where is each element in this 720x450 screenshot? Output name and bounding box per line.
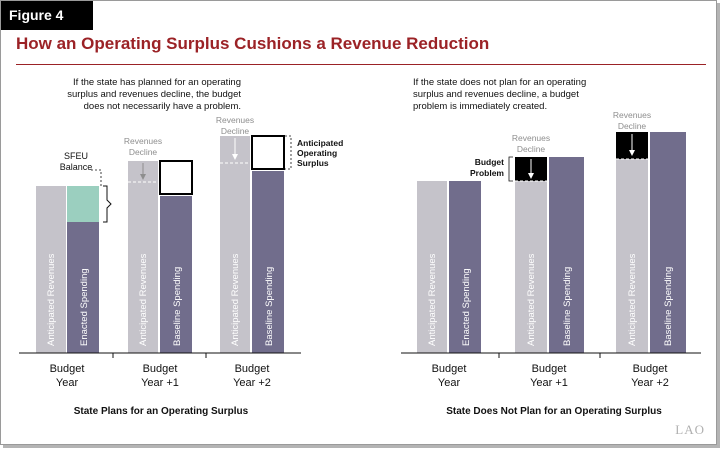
revenues-decline-label: Revenues: [124, 136, 162, 146]
bar-baseline-spending: [549, 157, 584, 353]
right-note-line: surplus and revenues decline, a budget: [413, 89, 579, 100]
group-label: Budget: [143, 363, 178, 375]
bar-baseline-spending: [650, 132, 686, 353]
budget-problem-label: Budget: [475, 157, 504, 167]
bar-sfeu-balance: [67, 186, 99, 222]
revenues-decline-label: Decline: [221, 126, 250, 136]
bar-label: Anticipated Revenues: [627, 253, 638, 346]
bar-label: Baseline Spending: [264, 267, 275, 346]
group-label: Year +1: [141, 377, 179, 389]
right-note-line: problem is immediately created.: [413, 101, 548, 112]
budget-problem-label: Problem: [470, 168, 504, 178]
operating-surplus-box: [251, 135, 285, 170]
group-label: Budget: [50, 363, 85, 375]
bracket: [285, 135, 292, 170]
left-note-line: does not necessarily have a problem.: [83, 101, 241, 112]
anticipated-surplus-label: Anticipated: [297, 138, 343, 148]
right-panel-title: State Does Not Plan for an Operating Sur…: [446, 406, 662, 417]
bar-anticipated-revenues: [36, 186, 66, 353]
revenues-decline-label: Revenues: [512, 133, 550, 143]
left-note-line: surplus and revenues decline, the budget: [67, 89, 241, 100]
bar-label: Baseline Spending: [172, 267, 183, 346]
figure-title: How an Operating Surplus Cushions a Reve…: [16, 34, 490, 53]
anticipated-surplus-label: Surplus: [297, 158, 329, 168]
bar-baseline-spending: [160, 196, 192, 353]
bar-label: Anticipated Revenues: [427, 253, 438, 346]
group-label: Budget: [235, 363, 270, 375]
bar-label: Enacted Spending: [79, 268, 90, 346]
revenues-decline-label: Revenues: [216, 115, 254, 125]
group-label: Year +2: [631, 377, 669, 389]
bar-label: Anticipated Revenues: [526, 253, 537, 346]
revenues-decline-label: Decline: [517, 144, 546, 154]
group-label: Year: [56, 377, 79, 389]
right-note-line: If the state does not plan for an operat…: [413, 77, 587, 88]
revenues-decline-label: Decline: [129, 147, 158, 157]
figure-label: Figure 4: [1, 1, 93, 30]
group-label: Budget: [532, 363, 567, 375]
bar-label: Anticipated Revenues: [230, 253, 241, 346]
group-label: Budget: [633, 363, 668, 375]
right-note: If the state does not plan for an operat…: [413, 77, 613, 113]
bar-anticipated-revenues: [128, 161, 158, 353]
bracket: [508, 156, 513, 182]
group-label: Year: [438, 377, 461, 389]
left-panel-title: State Plans for an Operating Surplus: [74, 406, 249, 417]
sfeu-callout-label: SFEU: [64, 151, 88, 161]
left-note-line: If the state has planned for an operatin…: [73, 77, 241, 88]
bar-label: Enacted Spending: [461, 268, 472, 346]
group-label: Year +1: [530, 377, 568, 389]
bar-anticipated-revenues: [417, 181, 447, 353]
bar-enacted-spending: [67, 222, 99, 353]
revenues-decline-label: Revenues: [613, 110, 651, 120]
revenues-decline-label: Decline: [618, 121, 647, 131]
title-rule: [16, 64, 706, 65]
bracket: [103, 185, 112, 223]
left-note: If the state has planned for an operatin…: [41, 77, 241, 113]
bar-label: Anticipated Revenues: [138, 253, 149, 346]
lao-logo: LAO: [675, 422, 705, 437]
bar-label: Baseline Spending: [562, 267, 573, 346]
bar-baseline-spending: [252, 171, 284, 353]
bar-enacted-spending: [449, 181, 481, 353]
bar-anticipated-revenues: [220, 136, 250, 353]
bar-anticipated-revenues: [616, 132, 648, 353]
sfeu-leader-line: [91, 169, 102, 186]
operating-surplus-box: [159, 160, 193, 195]
group-label: Budget: [432, 363, 467, 375]
sfeu-callout-label: Balance: [60, 162, 93, 172]
bar-label: Anticipated Revenues: [46, 253, 57, 346]
bar-label: Baseline Spending: [663, 267, 674, 346]
anticipated-surplus-label: Operating: [297, 148, 337, 158]
group-label: Year +2: [233, 377, 271, 389]
diagram-canvas: Anticipated Revenues Enacted Spending SF…: [19, 110, 705, 437]
bar-anticipated-revenues: [515, 157, 547, 353]
